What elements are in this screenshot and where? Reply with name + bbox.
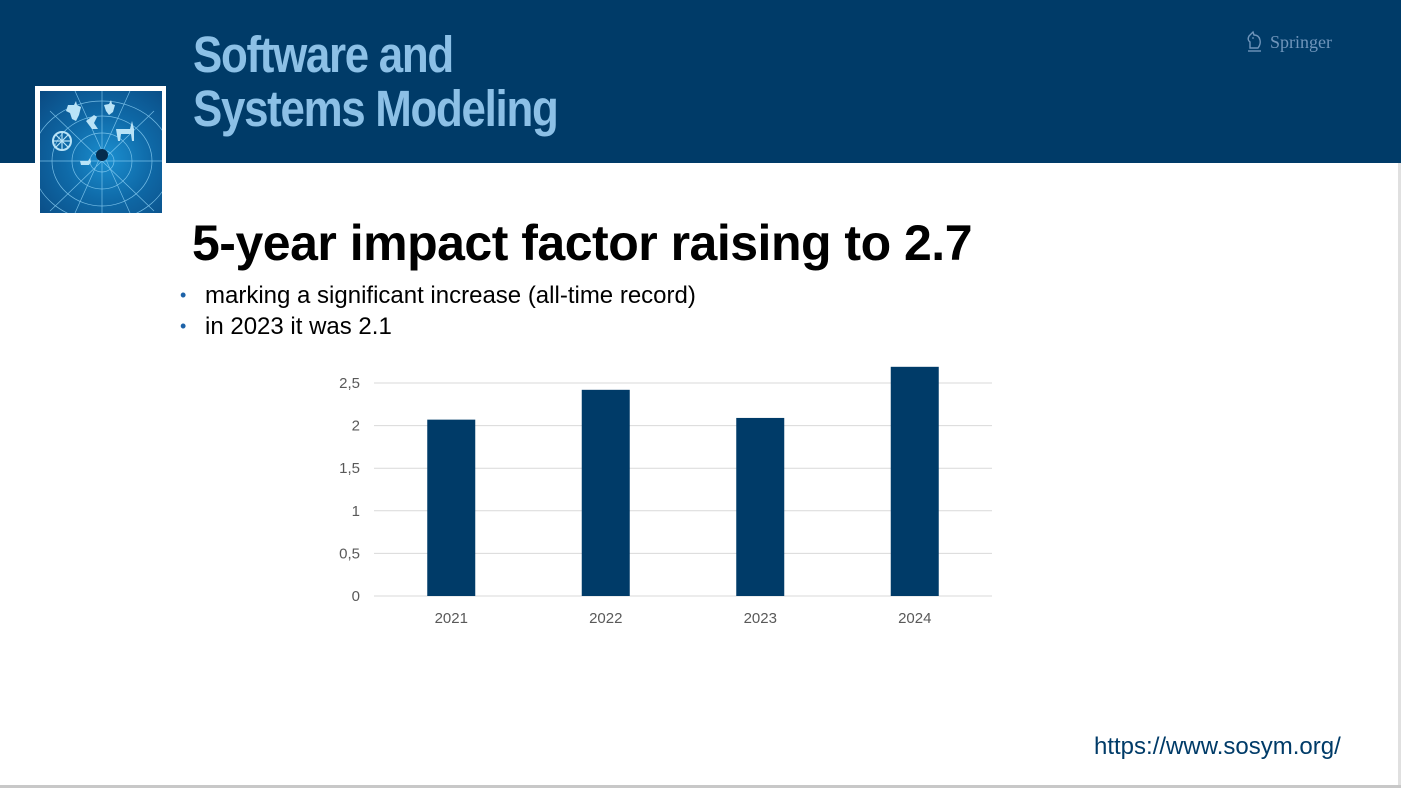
x-tick-label: 2022 xyxy=(589,610,622,627)
bullet-text: in 2023 it was 2.1 xyxy=(205,313,392,340)
springer-knight-icon xyxy=(1247,30,1261,52)
bullet-item: • in 2023 it was 2.1 xyxy=(180,311,696,342)
publisher-name: Springer xyxy=(1270,31,1332,52)
bar-2021 xyxy=(427,419,476,596)
slide-title: 5-year impact factor raising to 2.7 xyxy=(192,215,973,271)
bar-2024 xyxy=(890,366,939,596)
x-tick-label: 2023 xyxy=(744,610,777,627)
bar-2022 xyxy=(581,389,630,596)
bullet-text: marking a significant increase (all-time… xyxy=(205,282,696,309)
x-tick-label: 2024 xyxy=(898,610,931,627)
bar-2023 xyxy=(736,417,785,596)
globe-petroglyph-icon xyxy=(40,91,162,213)
springer-logo: Springer xyxy=(1244,30,1332,54)
x-tick-label: 2021 xyxy=(435,610,468,627)
bullet-item: • marking a significant increase (all-ti… xyxy=(180,280,696,311)
y-tick-label: 0,5 xyxy=(339,545,360,562)
journal-title-line-2: Systems Modeling xyxy=(193,80,559,137)
website-link[interactable]: https://www.sosym.org/ xyxy=(1094,733,1341,760)
cover-artwork xyxy=(40,91,162,213)
y-tick-label: 1 xyxy=(352,503,360,520)
journal-title: Software and Systems Modeling xyxy=(193,26,559,137)
y-tick-label: 2 xyxy=(352,418,360,435)
bullet-icon: • xyxy=(180,316,187,336)
slide-edge xyxy=(1398,163,1401,788)
journal-header: Software and Systems Modeling Springer xyxy=(0,0,1401,163)
journal-cover-image xyxy=(35,86,166,214)
bullet-list: • marking a significant increase (all-ti… xyxy=(180,280,696,342)
y-tick-label: 0 xyxy=(352,588,360,605)
bullet-icon: • xyxy=(180,285,187,305)
y-tick-label: 2,5 xyxy=(339,375,360,392)
slide-edge-bottom xyxy=(0,785,1401,788)
journal-title-line-1: Software and xyxy=(193,26,454,83)
impact-factor-bar-chart: 0 0,5 1 1,5 2 2,5 2021 2022 2023 2024 xyxy=(339,366,992,627)
y-tick-label: 1,5 xyxy=(339,460,360,477)
